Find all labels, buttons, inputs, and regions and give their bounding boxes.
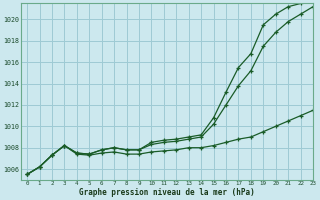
- X-axis label: Graphe pression niveau de la mer (hPa): Graphe pression niveau de la mer (hPa): [79, 188, 255, 197]
